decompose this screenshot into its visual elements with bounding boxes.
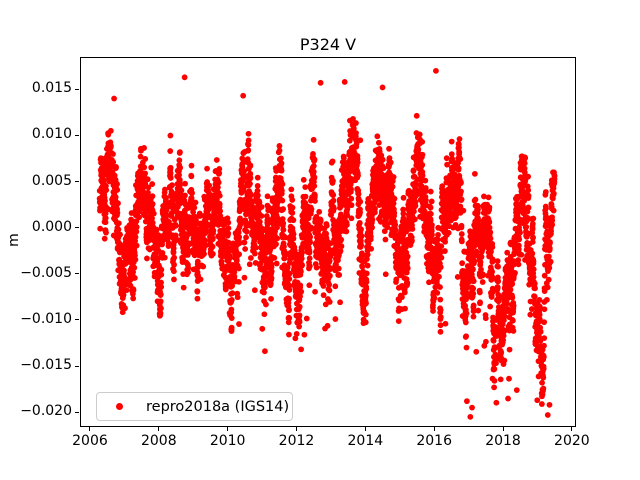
y-tick-mark [75, 181, 79, 183]
y-tick-label: −0.005 [20, 264, 72, 281]
y-tick-label: 0.000 [31, 218, 72, 235]
legend-entry-label: repro2018a (IGS14) [146, 398, 290, 415]
plot-area [80, 57, 576, 427]
y-tick-mark [75, 227, 79, 229]
y-tick-mark [75, 411, 79, 413]
x-tick-label: 2008 [140, 433, 177, 449]
legend: repro2018a (IGS14) [96, 392, 293, 421]
y-tick-mark [75, 319, 79, 321]
y-tick-mark [75, 88, 79, 90]
x-tick-label: 2012 [278, 433, 315, 449]
x-tick-label: 2016 [416, 433, 452, 449]
scatter-canvas [81, 58, 575, 426]
y-tick-label: −0.015 [20, 357, 72, 374]
y-tick-mark [75, 273, 79, 275]
x-tick-label: 2006 [72, 433, 108, 449]
x-tick-label: 2010 [209, 433, 246, 449]
chart-title: P324 V [299, 35, 357, 54]
y-tick-label: 0.015 [31, 80, 72, 97]
y-tick-label: 0.010 [31, 126, 72, 143]
y-tick-mark [75, 134, 79, 136]
y-tick-mark [75, 365, 79, 367]
legend-marker-dot [116, 403, 123, 410]
y-tick-label: 0.005 [31, 172, 72, 189]
y-tick-label: −0.020 [20, 403, 72, 420]
x-tick-mark [571, 427, 573, 431]
x-tick-label: 2020 [554, 433, 590, 449]
x-tick-mark [89, 427, 91, 431]
x-tick-mark [158, 427, 160, 431]
y-tick-label: −0.010 [20, 310, 72, 327]
x-tick-mark [296, 427, 297, 431]
x-tick-label: 2014 [347, 433, 384, 449]
x-tick-mark [502, 427, 504, 431]
x-tick-mark [364, 427, 366, 431]
x-tick-mark [433, 427, 435, 431]
x-tick-label: 2018 [485, 433, 521, 449]
x-tick-mark [227, 427, 229, 431]
